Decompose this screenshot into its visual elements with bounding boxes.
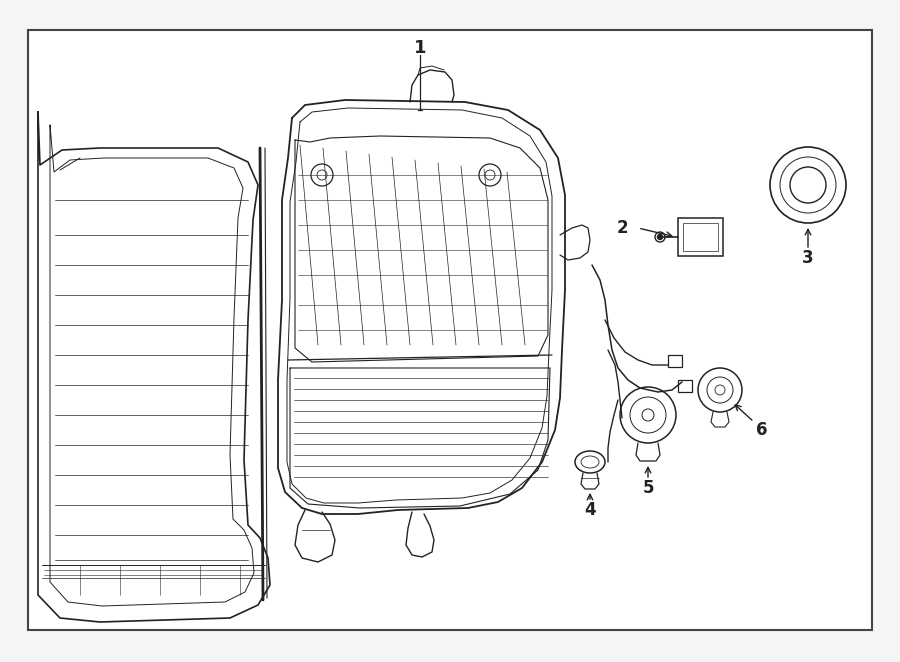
Text: 1: 1 [414, 39, 427, 57]
Text: 4: 4 [584, 501, 596, 519]
Text: 3: 3 [802, 249, 814, 267]
Text: 5: 5 [643, 479, 653, 497]
Circle shape [658, 234, 662, 240]
Bar [668, 355, 682, 367]
Bar [678, 218, 723, 256]
Text: 6: 6 [756, 421, 768, 439]
Bar [683, 223, 718, 251]
Bar [678, 380, 692, 392]
Text: 2: 2 [616, 219, 628, 237]
